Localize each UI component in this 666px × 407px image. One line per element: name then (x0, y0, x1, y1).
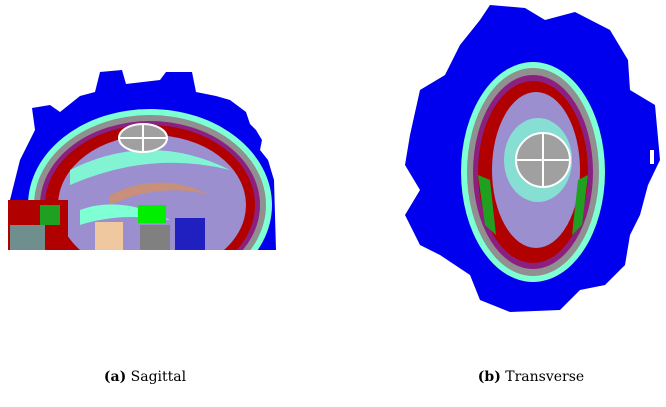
caption-label: (a) (104, 369, 126, 385)
transverse-image (405, 5, 660, 312)
caption-text: Transverse (505, 369, 584, 385)
caption: (a) Sagittal (104, 369, 187, 385)
caption-text: Sagittal (131, 369, 187, 385)
sagittal-image (8, 70, 276, 250)
caption: (b) Transverse (478, 369, 584, 385)
caption-label: (b) (478, 369, 501, 385)
